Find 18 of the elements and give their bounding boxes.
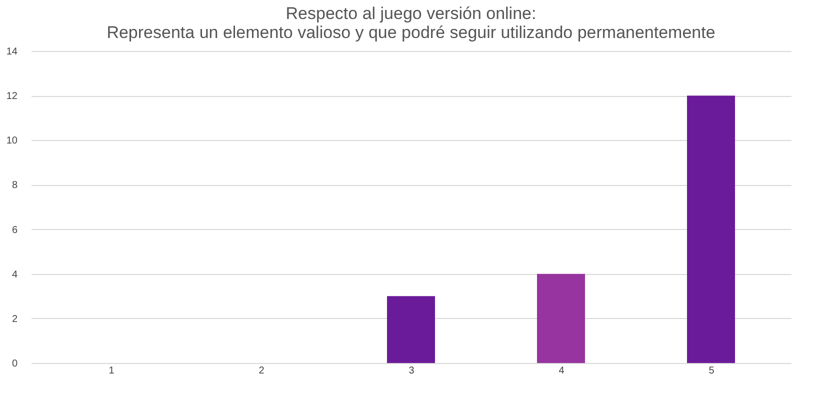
x-tick-label: 2 [258, 366, 265, 376]
y-tick-label: 12 [6, 91, 18, 102]
y-tick-label: 2 [12, 314, 18, 325]
y-tick-label: 6 [12, 224, 18, 236]
text: Representa un elemento valioso y que podré seguir utilizando permanentemente [106, 23, 716, 42]
x-tick-label: 3 [408, 366, 415, 376]
x-tick-label: 4 [558, 366, 565, 376]
bar [537, 274, 585, 363]
y-tick-label: 14 [6, 46, 18, 58]
y-tick-label: 8 [12, 180, 18, 192]
y-tick-label: 0 [12, 358, 18, 370]
y-tick-label: 4 [12, 269, 18, 280]
bar [687, 96, 735, 363]
bar [387, 296, 435, 363]
x-tick-label: 5 [708, 366, 715, 376]
text: Respecto al juego versión online: [286, 4, 536, 23]
y-tick-label: 10 [6, 136, 18, 147]
x-tick-label: 1 [108, 366, 115, 376]
